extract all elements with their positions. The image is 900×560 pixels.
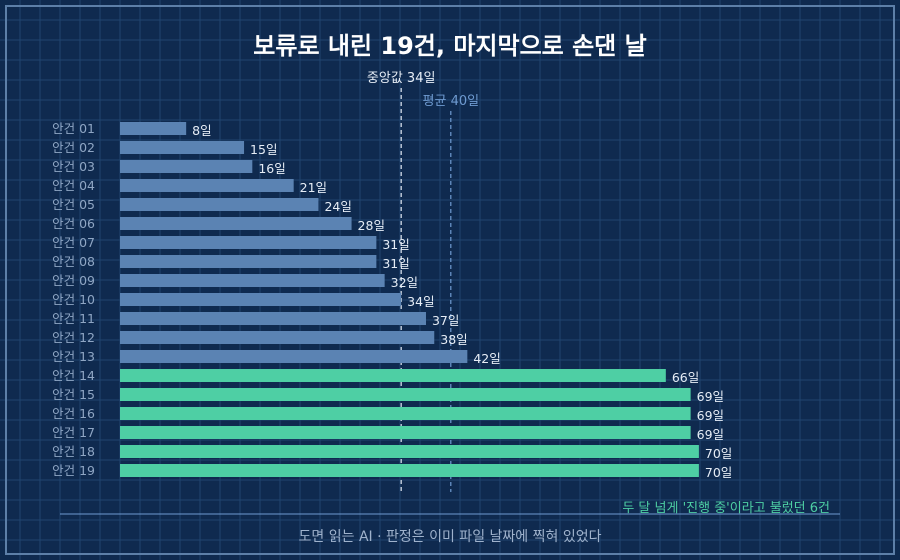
category-label: 안건 10 xyxy=(52,292,95,307)
bar-row: 안건 12 38일 xyxy=(52,330,468,347)
category-label: 안건 02 xyxy=(52,140,95,155)
bar xyxy=(120,236,377,249)
bar-row: 안건 15 69일 xyxy=(52,387,724,404)
value-label: 66일 xyxy=(672,370,699,385)
value-label: 70일 xyxy=(705,465,732,480)
bar xyxy=(120,217,352,230)
value-label: 28일 xyxy=(358,218,385,233)
bar-row: 안건 11 37일 xyxy=(52,311,459,328)
bar-row: 안건 07 31일 xyxy=(52,235,410,252)
category-label: 안건 03 xyxy=(52,159,95,174)
mean-reference-label: 평균 40일 xyxy=(423,94,480,109)
category-label: 안건 09 xyxy=(52,273,95,288)
bar-row: 안건 19 70일 xyxy=(52,463,732,480)
bar xyxy=(120,255,377,268)
value-label: 15일 xyxy=(250,142,277,157)
median-reference-label: 중앙값 34일 xyxy=(367,71,436,86)
bar xyxy=(120,350,468,363)
value-label: 69일 xyxy=(697,427,724,442)
bar xyxy=(120,198,319,211)
value-label: 16일 xyxy=(258,161,285,176)
category-label: 안건 18 xyxy=(52,444,95,459)
value-label: 70일 xyxy=(705,446,732,461)
bar-row: 안건 05 24일 xyxy=(52,197,352,214)
value-label: 69일 xyxy=(697,408,724,423)
category-label: 안건 04 xyxy=(52,178,95,193)
bar-highlight xyxy=(120,407,691,420)
bar xyxy=(120,293,402,306)
bar xyxy=(120,312,426,325)
category-label: 안건 07 xyxy=(52,235,95,250)
value-label: 8일 xyxy=(192,123,211,138)
bar-row: 안건 03 16일 xyxy=(52,159,286,176)
footer-text: 도면 읽는 AI · 판정은 이미 파일 날짜에 찍혀 있었다 xyxy=(299,529,602,545)
bar-row: 안건 18 70일 xyxy=(52,444,732,461)
bar-row: 안건 13 42일 xyxy=(52,349,501,366)
category-label: 안건 15 xyxy=(52,387,95,402)
value-label: 24일 xyxy=(324,199,351,214)
category-label: 안건 16 xyxy=(52,406,95,421)
value-label: 31일 xyxy=(382,237,409,252)
bar-row: 안건 10 34일 xyxy=(52,292,434,309)
bar xyxy=(120,179,294,192)
bar xyxy=(120,274,385,287)
bar-highlight xyxy=(120,388,691,401)
bar xyxy=(120,160,253,173)
bar-row: 안건 09 32일 xyxy=(52,273,418,290)
bar-row: 안건 14 66일 xyxy=(52,368,699,385)
outer-frame xyxy=(5,5,895,555)
bar-row: 안건 17 69일 xyxy=(52,425,724,442)
bar xyxy=(120,141,245,154)
value-label: 32일 xyxy=(391,275,418,290)
bar-row: 안건 16 69일 xyxy=(52,406,724,423)
category-label: 안건 01 xyxy=(52,121,95,136)
category-label: 안건 19 xyxy=(52,463,95,478)
bar xyxy=(120,331,435,344)
bar-row: 안건 06 28일 xyxy=(52,216,385,233)
category-label: 안건 12 xyxy=(52,330,95,345)
category-label: 안건 13 xyxy=(52,349,95,364)
bar-row: 안건 02 15일 xyxy=(52,140,277,157)
value-label: 42일 xyxy=(473,351,500,366)
bar xyxy=(120,122,187,135)
category-label: 안건 06 xyxy=(52,216,95,231)
category-label: 안건 11 xyxy=(52,311,95,326)
bar-highlight xyxy=(120,445,699,458)
bar-highlight xyxy=(120,426,691,439)
category-label: 안건 05 xyxy=(52,197,95,212)
value-label: 21일 xyxy=(300,180,327,195)
value-label: 31일 xyxy=(382,256,409,271)
bar-highlight xyxy=(120,464,699,477)
category-label: 안건 17 xyxy=(52,425,95,440)
value-label: 38일 xyxy=(440,332,467,347)
value-label: 34일 xyxy=(407,294,434,309)
bar-row: 안건 08 31일 xyxy=(52,254,410,271)
value-label: 69일 xyxy=(697,389,724,404)
bar-row: 안건 01 8일 xyxy=(52,121,212,138)
bar-row: 안건 04 21일 xyxy=(52,178,327,195)
value-label: 37일 xyxy=(432,313,459,328)
category-label: 안건 08 xyxy=(52,254,95,269)
bar-highlight xyxy=(120,369,666,382)
chart-title: 보류로 내린 19건, 마지막으로 손댄 날 xyxy=(253,32,646,60)
annotation-text: 두 달 넘게 '진행 중'이라고 불렀던 6건 xyxy=(622,500,830,516)
category-label: 안건 14 xyxy=(52,368,95,383)
